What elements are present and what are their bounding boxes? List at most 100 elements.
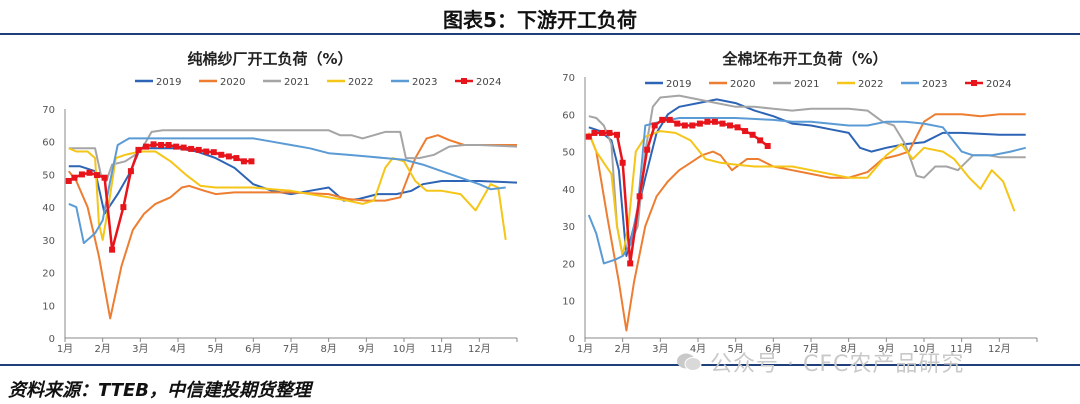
data-point-2024 — [598, 129, 605, 136]
data-point-2024 — [135, 146, 142, 153]
data-point-2024 — [591, 129, 598, 136]
data-point-2024 — [742, 128, 749, 135]
data-point-2024 — [120, 204, 127, 211]
data-point-2024 — [158, 141, 165, 148]
data-point-2024 — [681, 122, 688, 129]
y-tick-label: 30 — [562, 222, 575, 233]
x-tick-label: 2月 — [94, 343, 110, 355]
x-tick-label: 12月 — [468, 343, 491, 355]
x-tick-label: 11月 — [950, 343, 973, 355]
data-point-2024 — [659, 116, 666, 123]
watermark: 公众号 · CFC农产品研究 — [676, 346, 964, 378]
y-tick-label: 40 — [562, 185, 575, 196]
data-point-2024 — [142, 143, 149, 150]
legend-marker-2024 — [971, 80, 977, 86]
x-tick-label: 8月 — [320, 343, 336, 355]
x-tick-label: 9月 — [878, 343, 894, 355]
y-tick-label: 60 — [562, 110, 575, 121]
series-line-2021 — [68, 129, 518, 182]
data-point-2024 — [719, 120, 726, 127]
data-point-2024 — [218, 151, 225, 158]
legend-label-2022: 2022 — [348, 77, 373, 88]
data-point-2024 — [734, 124, 741, 131]
y-tick-label: 30 — [42, 236, 55, 247]
x-tick-label: 3月 — [652, 343, 668, 355]
y-tick-label: 10 — [42, 301, 55, 312]
legend-label-2024: 2024 — [986, 79, 1011, 90]
x-tick-label: 9月 — [358, 343, 374, 355]
chart-greige-load: 全棉坯布开工负荷（%） 0 10 20 30 40 50 60 70 1月 2月 3月 4月 5月 6月 7月… — [562, 50, 1038, 355]
data-point-2024 — [757, 137, 764, 144]
data-point-2024 — [727, 122, 734, 129]
y-tick-label: 40 — [42, 203, 55, 214]
data-point-2024 — [711, 118, 718, 125]
x-tick-label: 6月 — [245, 343, 261, 355]
data-point-2024 — [101, 174, 108, 181]
data-point-2024 — [109, 246, 116, 253]
data-point-2024 — [614, 131, 621, 138]
data-point-2024 — [210, 149, 217, 156]
legend-label-2019: 2019 — [666, 79, 691, 90]
data-point-2024 — [636, 193, 643, 200]
legend-marker-2024 — [461, 78, 467, 84]
data-point-2024 — [165, 141, 172, 148]
x-tick-label: 5月 — [207, 343, 223, 355]
legend-label-2022: 2022 — [858, 79, 883, 90]
chart-title: 全棉坯布开工负荷（%） — [721, 50, 887, 68]
x-tick-label: 4月 — [690, 343, 706, 355]
x-tick-label: 10月 — [913, 343, 936, 355]
data-point-2024 — [225, 153, 232, 160]
series-line-2022 — [587, 130, 1016, 257]
y-tick-label: 50 — [562, 148, 575, 159]
legend-label-2021: 2021 — [794, 79, 819, 90]
legend-label-2024: 2024 — [476, 77, 501, 88]
x-tick-label: 1月 — [57, 343, 73, 355]
data-point-2024 — [764, 142, 771, 149]
y-tick-label: 70 — [42, 105, 55, 116]
y-tick-label: 60 — [42, 138, 55, 149]
y-tick-label: 50 — [42, 170, 55, 181]
series-line-2023 — [587, 117, 1026, 265]
watermark-text: 公众号 · CFC农产品研究 — [710, 352, 965, 377]
x-tick-label: 12月 — [988, 343, 1011, 355]
data-point-2024 — [195, 146, 202, 153]
legend-label-2023: 2023 — [922, 79, 947, 90]
series-line-2020 — [587, 113, 1026, 332]
data-point-2024 — [127, 168, 134, 175]
y-tick-label: 70 — [562, 73, 575, 84]
legend-label-2020: 2020 — [730, 79, 755, 90]
data-point-2024 — [666, 116, 673, 123]
source-note: 资料来源：TTEB，中信建投期货整理 — [8, 380, 311, 401]
data-point-2024 — [749, 131, 756, 138]
x-tick-label: 7月 — [283, 343, 299, 355]
data-point-2024 — [240, 158, 247, 165]
data-point-2024 — [203, 148, 210, 155]
title-divider — [0, 33, 1080, 35]
data-point-2024 — [248, 158, 255, 165]
data-point-2024 — [94, 172, 101, 179]
series-line-2020 — [68, 134, 517, 320]
series-line-2023 — [68, 137, 506, 245]
chart-title: 纯棉纱厂开工负荷（%） — [187, 50, 352, 68]
data-point-2024 — [619, 159, 626, 166]
x-tick-label: 1月 — [577, 343, 593, 355]
data-point-2024 — [704, 118, 711, 125]
data-point-2024 — [86, 169, 93, 176]
series-line-2022 — [68, 147, 507, 241]
data-point-2024 — [696, 120, 703, 127]
data-point-2024 — [585, 133, 592, 140]
y-tick-label: 0 — [569, 334, 575, 345]
legend-label-2023: 2023 — [412, 77, 437, 88]
x-tick-label: 5月 — [727, 343, 743, 355]
y-tick-label: 20 — [42, 269, 55, 280]
bottom-divider — [0, 364, 1080, 366]
data-point-2024 — [71, 174, 78, 181]
legend-label-2019: 2019 — [156, 77, 181, 88]
data-point-2024 — [150, 141, 157, 148]
data-point-2024 — [78, 171, 85, 178]
x-tick-label: 11月 — [430, 343, 453, 355]
x-tick-label: 3月 — [132, 343, 148, 355]
legend-label-2021: 2021 — [284, 77, 309, 88]
series-line-2021 — [588, 94, 1026, 257]
data-point-2024 — [651, 122, 658, 129]
